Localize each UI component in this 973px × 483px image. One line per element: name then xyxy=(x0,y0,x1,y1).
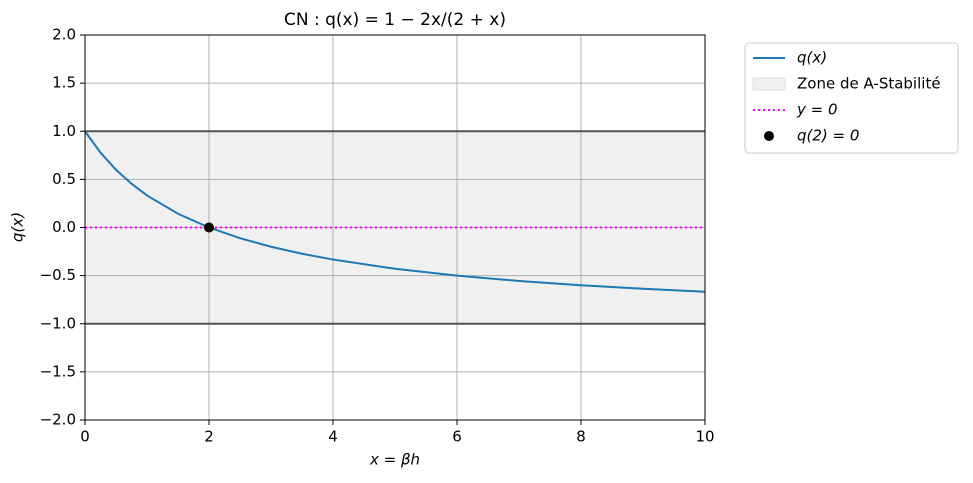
y-tick-label: 0.0 xyxy=(52,218,76,236)
x-tick-label: 0 xyxy=(80,428,90,446)
y-tick-label: 0.5 xyxy=(52,170,76,188)
y-tick-label: −2.0 xyxy=(40,411,76,429)
legend-label: y = 0 xyxy=(796,101,838,119)
x-axis-label: x = βh xyxy=(369,451,420,469)
y-tick-label: −1.5 xyxy=(40,362,76,380)
y-tick-label: −1.0 xyxy=(40,314,76,332)
y-tick-label: 2.0 xyxy=(52,26,76,44)
y-tick-label: 1.5 xyxy=(52,74,76,92)
y-tick-label: −0.5 xyxy=(40,266,76,284)
chart-title: CN : q(x) = 1 − 2x/(2 + x) xyxy=(284,10,506,30)
x-tick-label: 2 xyxy=(204,428,214,446)
x-tick-label: 10 xyxy=(695,428,714,446)
root-point xyxy=(204,222,214,233)
legend-label: q(x) xyxy=(797,49,827,67)
legend-label: q(2) = 0 xyxy=(797,127,859,145)
legend-label: Zone de A-Stabilité xyxy=(797,75,941,93)
legend-swatch xyxy=(752,77,786,91)
x-tick-label: 6 xyxy=(452,428,462,446)
curve xyxy=(84,130,706,293)
legend-box xyxy=(744,42,959,154)
x-tick-label: 8 xyxy=(576,428,586,446)
y-axis-label: q(x) xyxy=(9,212,27,242)
plot-frame xyxy=(84,34,706,421)
y-tick-label: 1.0 xyxy=(52,122,76,140)
legend-swatch xyxy=(764,131,774,141)
x-tick-label: 4 xyxy=(328,428,338,446)
